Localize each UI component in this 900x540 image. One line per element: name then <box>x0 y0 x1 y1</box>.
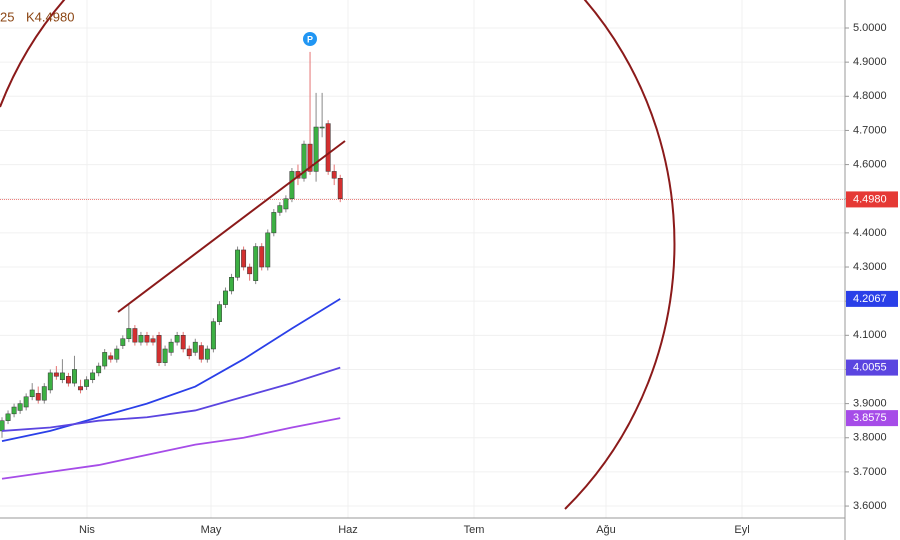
candle-body <box>271 212 277 234</box>
candle-body <box>277 205 283 213</box>
candle-body <box>23 396 29 408</box>
candle-body <box>102 352 108 367</box>
trend-line <box>117 140 346 313</box>
candle-body <box>120 338 126 346</box>
y-tick-label: 5.0000 <box>853 22 887 34</box>
candle-body <box>138 335 144 343</box>
candle-body <box>126 328 132 339</box>
price-badge <box>846 191 898 208</box>
candle-body <box>90 372 96 380</box>
x-tick-label: Haz <box>338 524 358 536</box>
ma-badge <box>846 410 898 427</box>
y-tick-label: 3.8000 <box>853 432 887 444</box>
y-tick-label: 4.8000 <box>853 90 887 102</box>
candle-body <box>235 249 241 278</box>
candle-body <box>186 348 192 357</box>
candle-body <box>114 348 120 360</box>
moving-average <box>1 298 341 443</box>
y-tick-label: 3.9000 <box>853 398 887 410</box>
candle-body <box>180 335 186 350</box>
candle-body <box>313 126 319 172</box>
x-tick-label: Eyl <box>734 524 749 536</box>
candle-body <box>337 177 343 199</box>
candle-body <box>35 393 41 401</box>
candle-body <box>17 403 23 411</box>
ma-badge <box>846 359 898 376</box>
y-tick-label: 3.6000 <box>853 500 887 512</box>
candle-body <box>198 345 204 360</box>
candle-body <box>174 335 180 343</box>
candle-body <box>192 341 198 353</box>
ma-badge <box>846 290 898 307</box>
ma-badge-label: 3.8575 <box>853 412 887 424</box>
candle-body <box>253 246 259 281</box>
y-tick-label: 4.9000 <box>853 56 887 68</box>
candle-body <box>132 328 138 343</box>
candle-body <box>241 249 247 268</box>
axes: 3.60003.70003.80003.90004.00004.10004.20… <box>79 22 898 536</box>
candle-body <box>216 304 222 322</box>
candle-body <box>0 420 5 432</box>
candle-body <box>168 341 174 353</box>
candle-body <box>289 171 295 199</box>
candle-body <box>78 386 83 391</box>
y-tick-label: 3.7000 <box>853 466 887 478</box>
header-close: K4.4980 <box>26 9 74 24</box>
candle-body <box>283 198 289 210</box>
candle-body <box>53 372 59 377</box>
candle-body <box>59 372 65 380</box>
candle-body <box>11 406 17 415</box>
candle-body <box>210 321 216 350</box>
header-value: 25 <box>0 9 14 24</box>
candle-body <box>5 413 11 421</box>
candle-body <box>29 389 35 398</box>
candle-body <box>144 335 150 343</box>
candle-body <box>265 232 271 268</box>
moving-average <box>1 417 341 480</box>
y-tick-label: 4.4000 <box>853 227 887 239</box>
candle-body <box>150 338 156 343</box>
y-tick-label: 4.1000 <box>853 329 887 341</box>
moving-average <box>1 366 341 432</box>
y-tick-label: 4.7000 <box>853 124 887 136</box>
x-tick-label: Nis <box>79 524 95 536</box>
candle-body <box>223 290 228 305</box>
x-tick-label: Tem <box>464 524 485 536</box>
candle-body <box>325 123 331 172</box>
candle-body <box>204 348 210 360</box>
y-tick-label: 4.6000 <box>853 158 887 170</box>
drawings <box>0 0 676 510</box>
ma-badge-label: 4.0055 <box>853 361 887 373</box>
candle-body <box>96 365 102 374</box>
candle-body <box>162 348 168 363</box>
candle-body <box>229 277 234 292</box>
ma-badge-label: 4.2067 <box>853 293 887 305</box>
marker-badge[interactable] <box>303 32 317 46</box>
x-tick-label: May <box>201 524 222 536</box>
candle-body <box>331 171 337 179</box>
price-badge-label: 4.4980 <box>853 193 887 205</box>
candle-body <box>108 355 114 360</box>
candle-body <box>65 376 71 384</box>
candle-body <box>41 386 47 401</box>
marker-label[interactable]: P <box>307 34 313 44</box>
candle-body <box>72 369 77 384</box>
x-tick-label: Ağu <box>596 524 616 536</box>
candle-body <box>307 143 313 172</box>
candle-body <box>259 246 265 268</box>
candle-body <box>319 126 325 129</box>
candle-body <box>156 335 162 363</box>
y-tick-label: 4.3000 <box>853 261 887 273</box>
candle-body <box>84 379 90 387</box>
candle-body <box>47 372 53 391</box>
candle-body <box>301 143 307 179</box>
plot-area <box>0 51 845 480</box>
candle-body <box>247 266 253 275</box>
circle-drawing <box>0 0 676 510</box>
